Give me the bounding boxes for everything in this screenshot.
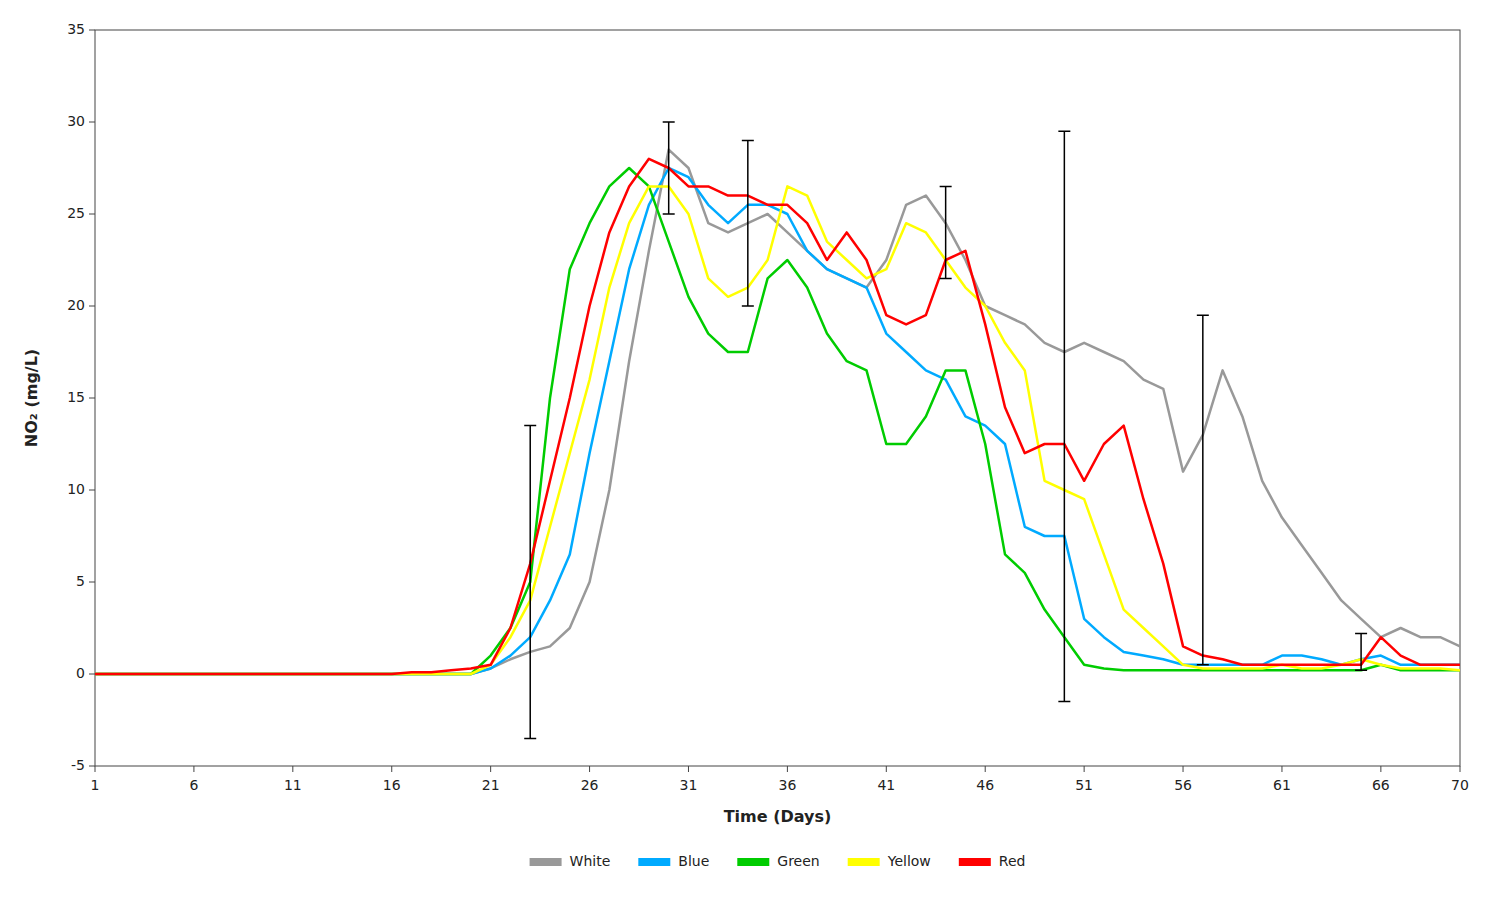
y-tick [89, 582, 95, 583]
x-tick-label: 31 [680, 777, 698, 793]
legend-label: Blue [678, 853, 709, 869]
x-tick-label: 61 [1273, 777, 1291, 793]
x-tick-label: 51 [1075, 777, 1093, 793]
x-tick [886, 766, 887, 772]
x-tick [1281, 766, 1282, 772]
legend-swatch [530, 858, 562, 866]
legend-item: Yellow [848, 853, 931, 869]
y-tick [89, 766, 95, 767]
legend-swatch [848, 858, 880, 866]
error-bar [663, 122, 675, 214]
x-tick-label: 21 [482, 777, 500, 793]
plot-frame [95, 30, 1460, 766]
x-tick-label: 36 [778, 777, 796, 793]
x-tick-label: 11 [284, 777, 302, 793]
series-line [95, 168, 1460, 674]
y-tick [89, 30, 95, 31]
x-tick [1084, 766, 1085, 772]
legend-label: Yellow [887, 853, 931, 869]
legend-swatch [959, 858, 991, 866]
x-tick [391, 766, 392, 772]
x-tick-label: 1 [91, 777, 100, 793]
x-tick [1380, 766, 1381, 772]
y-tick-label: -5 [71, 757, 85, 773]
y-tick-label: 15 [67, 389, 85, 405]
error-bar [1197, 315, 1209, 665]
y-tick-label: 10 [67, 481, 85, 497]
y-tick [89, 490, 95, 491]
y-tick-label: 20 [67, 297, 85, 313]
x-tick [589, 766, 590, 772]
x-axis-label: Time (Days) [724, 807, 832, 826]
series-line [95, 159, 1460, 674]
error-bar [524, 426, 536, 739]
series-line [95, 168, 1460, 674]
y-tick [89, 306, 95, 307]
series-line [95, 150, 1460, 674]
x-tick-label: 26 [581, 777, 599, 793]
x-tick [1183, 766, 1184, 772]
x-tick-label: 41 [877, 777, 895, 793]
chart: -505101520253035161116212631364146515661… [0, 0, 1500, 906]
y-tick-label: 25 [67, 205, 85, 221]
x-tick-label: 66 [1372, 777, 1390, 793]
y-axis-label: NO₂ (mg/L) [22, 349, 41, 447]
y-tick [89, 214, 95, 215]
y-tick-label: 35 [67, 21, 85, 37]
x-axis: 1611162126313641465156616670 [91, 766, 1469, 793]
x-tick-label: 46 [976, 777, 994, 793]
x-tick [985, 766, 986, 772]
error-bar [1058, 131, 1070, 701]
plot-area [95, 122, 1460, 738]
x-tick-label: 56 [1174, 777, 1192, 793]
legend-item: Blue [638, 853, 709, 869]
legend-label: Green [777, 853, 819, 869]
legend-label: White [570, 853, 611, 869]
x-tick [787, 766, 788, 772]
series-line [95, 186, 1460, 674]
x-tick-label: 16 [383, 777, 401, 793]
legend-item: White [530, 853, 611, 869]
x-tick [292, 766, 293, 772]
legend-item: Red [959, 853, 1026, 869]
y-tick [89, 674, 95, 675]
x-tick [688, 766, 689, 772]
legend-swatch [737, 858, 769, 866]
y-tick-label: 5 [76, 573, 85, 589]
error-bar [1355, 634, 1367, 671]
legend-label: Red [999, 853, 1026, 869]
error-bar [742, 140, 754, 306]
x-tick [193, 766, 194, 772]
error-bars [524, 122, 1367, 738]
legend-swatch [638, 858, 670, 866]
x-tick [1460, 766, 1461, 772]
y-tick-label: 30 [67, 113, 85, 129]
legend: White Blue Green Yellow Red [530, 853, 1026, 869]
legend-item: Green [737, 853, 819, 869]
x-tick-label: 6 [189, 777, 198, 793]
x-tick [95, 766, 96, 772]
y-tick [89, 122, 95, 123]
y-tick [89, 398, 95, 399]
y-axis: -5 0 5 10 15 20 25 30 35 [67, 21, 95, 773]
x-tick-label: 70 [1451, 777, 1469, 793]
x-tick [490, 766, 491, 772]
error-bar [940, 186, 952, 278]
y-tick-label: 0 [76, 665, 85, 681]
